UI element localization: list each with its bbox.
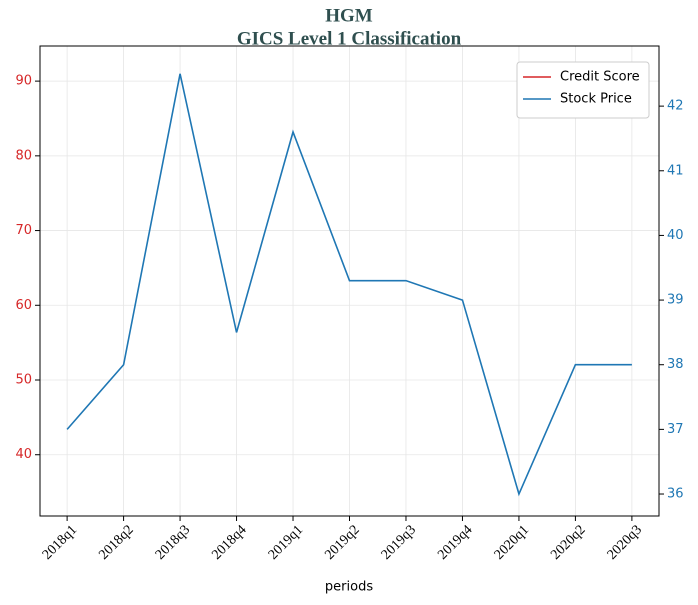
x-tick-label: 2020q2 bbox=[548, 522, 588, 562]
x-tick-label: 2020q1 bbox=[492, 522, 532, 562]
legend-box bbox=[516, 61, 650, 119]
y2-tick-label: 36 bbox=[667, 487, 684, 502]
y-tick-label: 80 bbox=[15, 148, 32, 163]
y-tick-label: 90 bbox=[15, 74, 32, 89]
y2-tick-label: 42 bbox=[667, 99, 684, 114]
x-tick-label: 2019q1 bbox=[266, 522, 306, 562]
y2-tick-label: 41 bbox=[667, 163, 684, 178]
y-tick-label: 60 bbox=[15, 298, 32, 313]
x-tick-label: 2018q4 bbox=[209, 522, 249, 562]
x-tick-label: 2019q4 bbox=[435, 522, 475, 562]
chart-subtitle: GICS Level 1 Classification bbox=[237, 28, 462, 49]
x-tick-label: 2018q1 bbox=[40, 522, 80, 562]
y-tick-label: 70 bbox=[15, 223, 32, 238]
x-tick-label: 2020q3 bbox=[605, 522, 645, 562]
series-line bbox=[66, 73, 632, 497]
legend-label: Credit Score bbox=[560, 70, 640, 85]
y2-tick-label: 38 bbox=[667, 357, 684, 372]
x-tick-label: 2018q2 bbox=[96, 522, 136, 562]
x-tick-label: 2018q3 bbox=[153, 522, 193, 562]
legend-label: Stock Price bbox=[560, 92, 632, 107]
y-tick-label: 40 bbox=[15, 447, 32, 462]
x-tick-label: 2019q2 bbox=[322, 522, 362, 562]
x-tick-label: 2019q3 bbox=[379, 522, 419, 562]
x-axis-label: periods bbox=[325, 580, 373, 595]
y2-tick-label: 37 bbox=[667, 422, 684, 437]
y-tick-label: 50 bbox=[15, 373, 32, 388]
plot-frame bbox=[39, 45, 660, 517]
y2-tick-label: 40 bbox=[667, 228, 684, 243]
y2-tick-label: 39 bbox=[667, 293, 684, 308]
chart-title: HGM bbox=[325, 5, 373, 26]
